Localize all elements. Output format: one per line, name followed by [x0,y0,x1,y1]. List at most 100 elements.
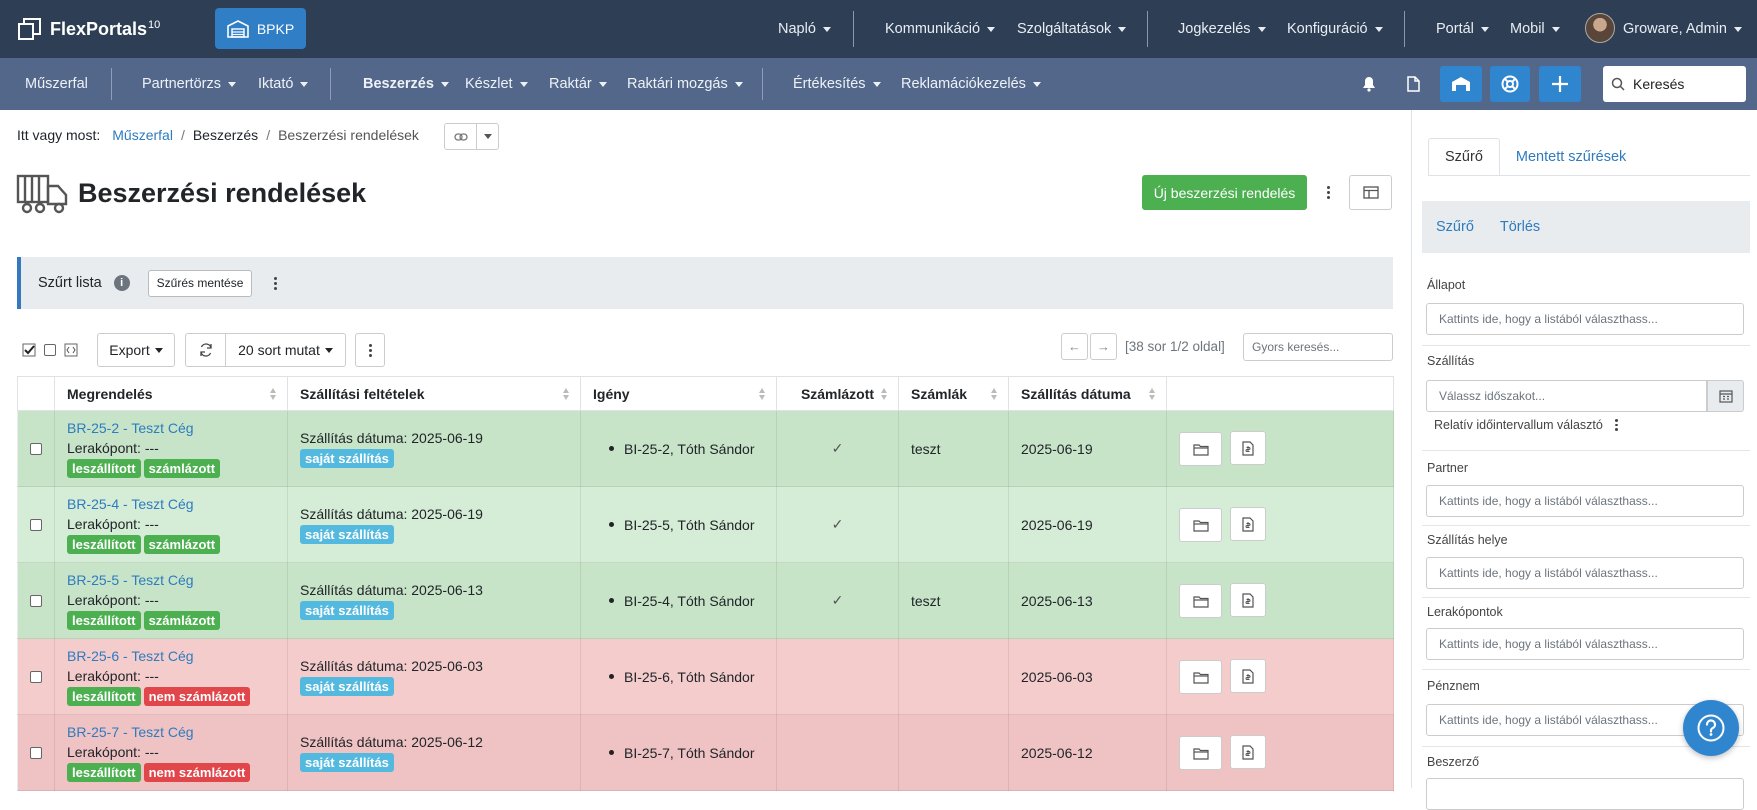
menu-label: Napló [778,21,816,37]
row-checkbox[interactable] [30,442,42,455]
table-row: BR-25-5 - Teszt Cég Lerakópont: --- leszál… [17,562,1394,639]
menu-naplo[interactable]: Napló [778,0,831,58]
menu-kommunikacio[interactable]: Kommunikáció [885,0,996,58]
avatar[interactable] [1585,13,1615,43]
prev-page-button[interactable]: ← [1061,333,1088,360]
column-header-delivery-date[interactable]: Szállítás dátuma [1008,376,1167,411]
order-link[interactable]: BR-25-4 - Teszt Cég [67,495,194,512]
column-header-invoices[interactable]: Számlák [898,376,1009,411]
divider [1422,345,1750,346]
partner-select[interactable]: Kattints ide, hogy a listából választhas… [1426,485,1744,517]
row-checkbox[interactable] [30,518,42,531]
info-icon[interactable]: i [113,275,130,291]
sort-icon[interactable] [759,388,766,401]
status-select[interactable]: Kattints ide, hogy a listából választhas… [1426,303,1744,335]
menu-konfiguracio[interactable]: Konfiguráció [1287,0,1383,58]
subnav-item-keszlet[interactable]: Készlet [465,58,528,110]
subnav-item-muszerfal[interactable]: Műszerfal [25,58,88,110]
buyer-select[interactable] [1426,778,1744,810]
menu-mobil[interactable]: Mobil [1510,0,1560,58]
app-logo[interactable]: FlexPortals10 [18,17,160,41]
column-header-terms[interactable]: Szállítási feltételek [287,376,581,411]
apply-filter-link[interactable]: Szűrő [1436,219,1474,235]
filter-options-icon[interactable] [270,274,280,292]
warehouse-button[interactable] [1440,66,1482,102]
relative-interval-picker[interactable]: Relatív időintervallum választó [1434,418,1619,432]
subnav-item-iktato[interactable]: Iktató [258,58,309,110]
calendar-button[interactable] [1707,380,1744,412]
layout-toggle-button[interactable] [1349,175,1392,210]
dropoff-points-select[interactable]: Kattints ide, hogy a listából választhas… [1426,628,1744,660]
rows-per-page-select[interactable]: 20 sort mutat [225,333,346,367]
open-folder-button[interactable] [1179,660,1222,694]
open-folder-button[interactable] [1179,736,1222,770]
open-folder-button[interactable] [1179,432,1222,466]
save-filter-button[interactable]: Szűrés mentése [147,269,253,297]
invoice-button[interactable] [1230,507,1266,541]
subnav-item-reklamaciokezeles[interactable]: Reklamációkezelés [901,58,1041,110]
menu-szolgaltatasok[interactable]: Szolgáltatások [1017,0,1127,58]
subnav-item-raktari-mozgas[interactable]: Raktári mozgás [627,58,743,110]
next-page-button[interactable]: → [1090,333,1117,360]
order-link[interactable]: BR-25-6 - Teszt Cég [67,647,194,664]
sort-icon[interactable] [563,388,570,401]
order-link[interactable]: BR-25-2 - Teszt Cég [67,419,194,436]
subnav-item-ertekesites[interactable]: Értékesítés [793,58,881,110]
column-header-invoiced[interactable]: Számlázott [776,376,899,411]
more-options-icon[interactable] [1322,183,1334,201]
invoice-button[interactable] [1230,583,1266,617]
tab-saved-filters[interactable]: Mentett szűrések [1515,149,1627,165]
copy-link-button[interactable] [444,123,499,150]
more-options-icon[interactable] [1615,419,1619,432]
column-options-button[interactable] [355,333,385,367]
folder-icon [1192,595,1209,608]
open-folder-button[interactable] [1179,508,1222,542]
refresh-button[interactable] [185,333,226,367]
order-link[interactable]: BR-25-5 - Teszt Cég [67,571,194,588]
invert-selection-icon[interactable] [64,343,78,357]
help-button[interactable] [1683,700,1739,756]
menu-jogkezeles[interactable]: Jogkezelés [1178,0,1266,58]
subnav-item-beszerzes[interactable]: Beszerzés [363,58,449,110]
column-header-order[interactable]: Megrendelés [54,376,288,411]
add-button[interactable] [1539,66,1581,102]
row-checkbox[interactable] [30,670,42,683]
delivery-place-select[interactable]: Kattints ide, hogy a listából választhas… [1426,557,1744,589]
support-button[interactable] [1490,66,1530,102]
caret-down-icon[interactable] [477,124,498,149]
global-search[interactable]: Keresés [1603,66,1746,102]
breadcrumb-muszerfal[interactable]: Műszerfal [112,127,173,143]
sort-icon[interactable] [881,388,888,401]
menu-portal[interactable]: Portál [1436,0,1489,58]
bell-icon[interactable] [1358,72,1380,96]
status-badge-invoiced: nem számlázott [143,686,251,706]
invoice-button[interactable] [1230,431,1266,465]
invoice-button[interactable] [1230,659,1266,693]
document-icon[interactable] [1402,72,1424,96]
row-checkbox[interactable] [30,594,42,607]
invoice-button[interactable] [1230,735,1266,769]
open-folder-button[interactable] [1179,584,1222,618]
user-menu[interactable]: Groware, Admin [1623,0,1742,58]
workspace-button[interactable]: BPKP [215,8,306,49]
own-shipping-badge: saját szállítás [300,752,394,772]
sort-icon[interactable] [991,388,998,401]
row-checkbox[interactable] [30,746,42,759]
invoiced-cell [776,638,899,715]
delivery-period-input[interactable]: Válassz időszakot... [1426,380,1707,412]
export-button[interactable]: Export [97,333,175,367]
subnav-item-partnertorzs[interactable]: Partnertörzs [142,58,236,110]
column-header-demand[interactable]: Igény [580,376,777,411]
tab-filter[interactable]: Szűrő [1428,138,1500,176]
new-purchase-order-button[interactable]: Új beszerzési rendelés [1142,175,1307,210]
uncheck-all-icon[interactable] [44,344,56,356]
own-shipping-badge: saját szállítás [300,448,394,468]
subnav-item-raktar[interactable]: Raktár [549,58,607,110]
clear-filter-link[interactable]: Törlés [1499,219,1541,235]
quick-search-input[interactable]: Gyors keresés... [1243,333,1393,361]
order-link[interactable]: BR-25-7 - Teszt Cég [67,723,194,740]
link-icon[interactable] [445,124,478,149]
sort-icon[interactable] [1149,388,1156,401]
check-all-icon[interactable] [22,343,36,357]
sort-icon[interactable] [270,388,277,401]
